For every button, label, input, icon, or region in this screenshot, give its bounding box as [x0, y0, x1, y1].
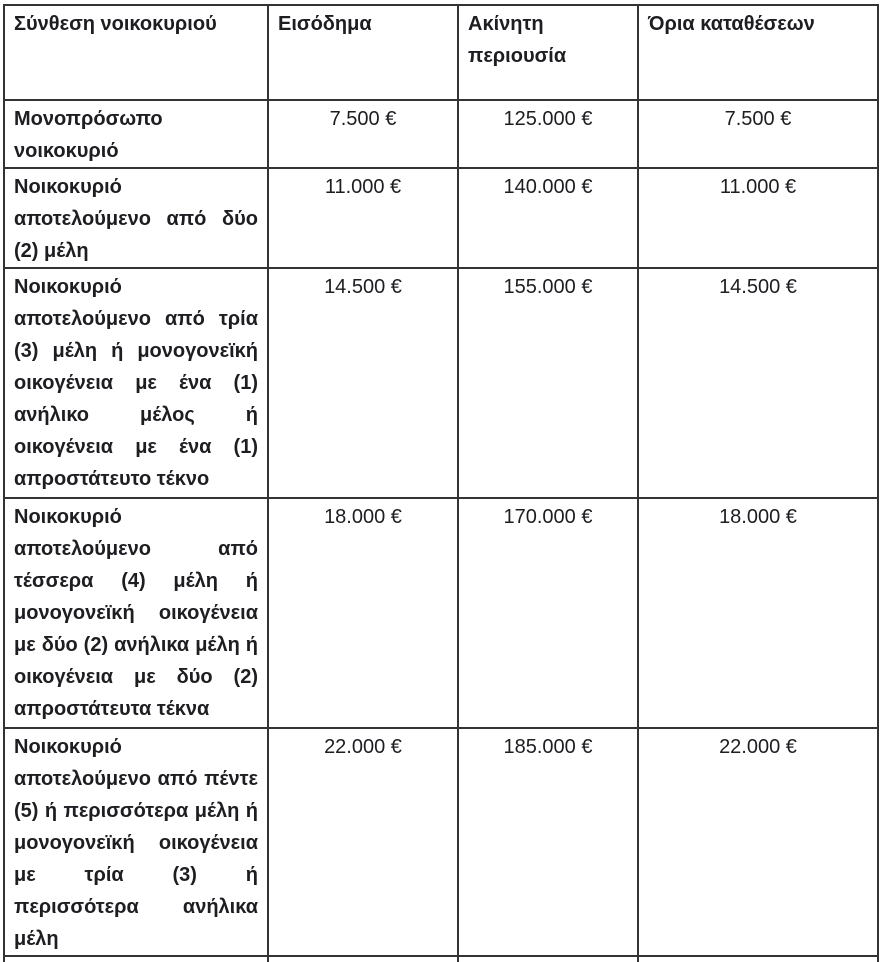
document-page: Σύνθεση νοικοκυριού Εισόδημα Ακίνητη περ…: [0, 4, 880, 962]
cell-deposits: 14.500 €: [637, 267, 879, 499]
table-row: Μονοπρόσωπο νοικοκυριό 7.500 € 125.000 €…: [3, 99, 879, 169]
cell-property: 125.000 €: [457, 99, 639, 169]
cell-property: 170.000 €: [457, 497, 639, 729]
cell-composition: Νοικοκυριό αποτελούμενο από τρία (3) μέλ…: [3, 267, 269, 499]
cell-deposits: 11.000 €: [637, 167, 879, 269]
cell-property: 140.000 €: [457, 167, 639, 269]
cell-property: 155.000 €: [457, 267, 639, 499]
cell-composition: Νοικοκυριό αποτελούμενο από πέντε (5) ή …: [3, 727, 269, 957]
table-row: Νοικοκυριό αποτελούμενο από τρία (3) μέλ…: [3, 267, 879, 499]
cell-deposits: [637, 955, 879, 962]
header-deposit-limits: Όρια καταθέσεων: [637, 4, 879, 101]
cell-deposits: 18.000 €: [637, 497, 879, 729]
cell-income: 22.000 €: [267, 727, 459, 957]
cell-income: 18.000 €: [267, 497, 459, 729]
table-row: Νοικοκυριό αποτελούμενο από δύο (2) μέλη…: [3, 167, 879, 269]
header-household-composition: Σύνθεση νοικοκυριού: [3, 4, 269, 101]
cell-composition: Νοικοκυριό αποτελούμενο από τέσσερα (4) …: [3, 497, 269, 729]
cell-income: [267, 955, 459, 962]
table-row: Νοικοκυριό αποτελούμενο από πέντε (5) ή …: [3, 727, 879, 957]
header-real-estate: Ακίνητη περιουσία: [457, 4, 639, 101]
cell-income: 7.500 €: [267, 99, 459, 169]
cell-composition: Μονοπρόσωπο νοικοκυριό: [3, 99, 269, 169]
cell-income: 14.500 €: [267, 267, 459, 499]
cell-composition: Νοικοκυριό αποτελούμενο από δύο (2) μέλη: [3, 167, 269, 269]
cell-deposits: 7.500 €: [637, 99, 879, 169]
table-row-partial: [3, 955, 879, 962]
cell-property: [457, 955, 639, 962]
household-limits-table: Σύνθεση νοικοκυριού Εισόδημα Ακίνητη περ…: [3, 4, 879, 962]
cell-income: 11.000 €: [267, 167, 459, 269]
header-income: Εισόδημα: [267, 4, 459, 101]
cell-property: 185.000 €: [457, 727, 639, 957]
table-row: Νοικοκυριό αποτελούμενο από τέσσερα (4) …: [3, 497, 879, 729]
cell-deposits: 22.000 €: [637, 727, 879, 957]
header-row: Σύνθεση νοικοκυριού Εισόδημα Ακίνητη περ…: [3, 4, 879, 101]
cell-composition: [3, 955, 269, 962]
